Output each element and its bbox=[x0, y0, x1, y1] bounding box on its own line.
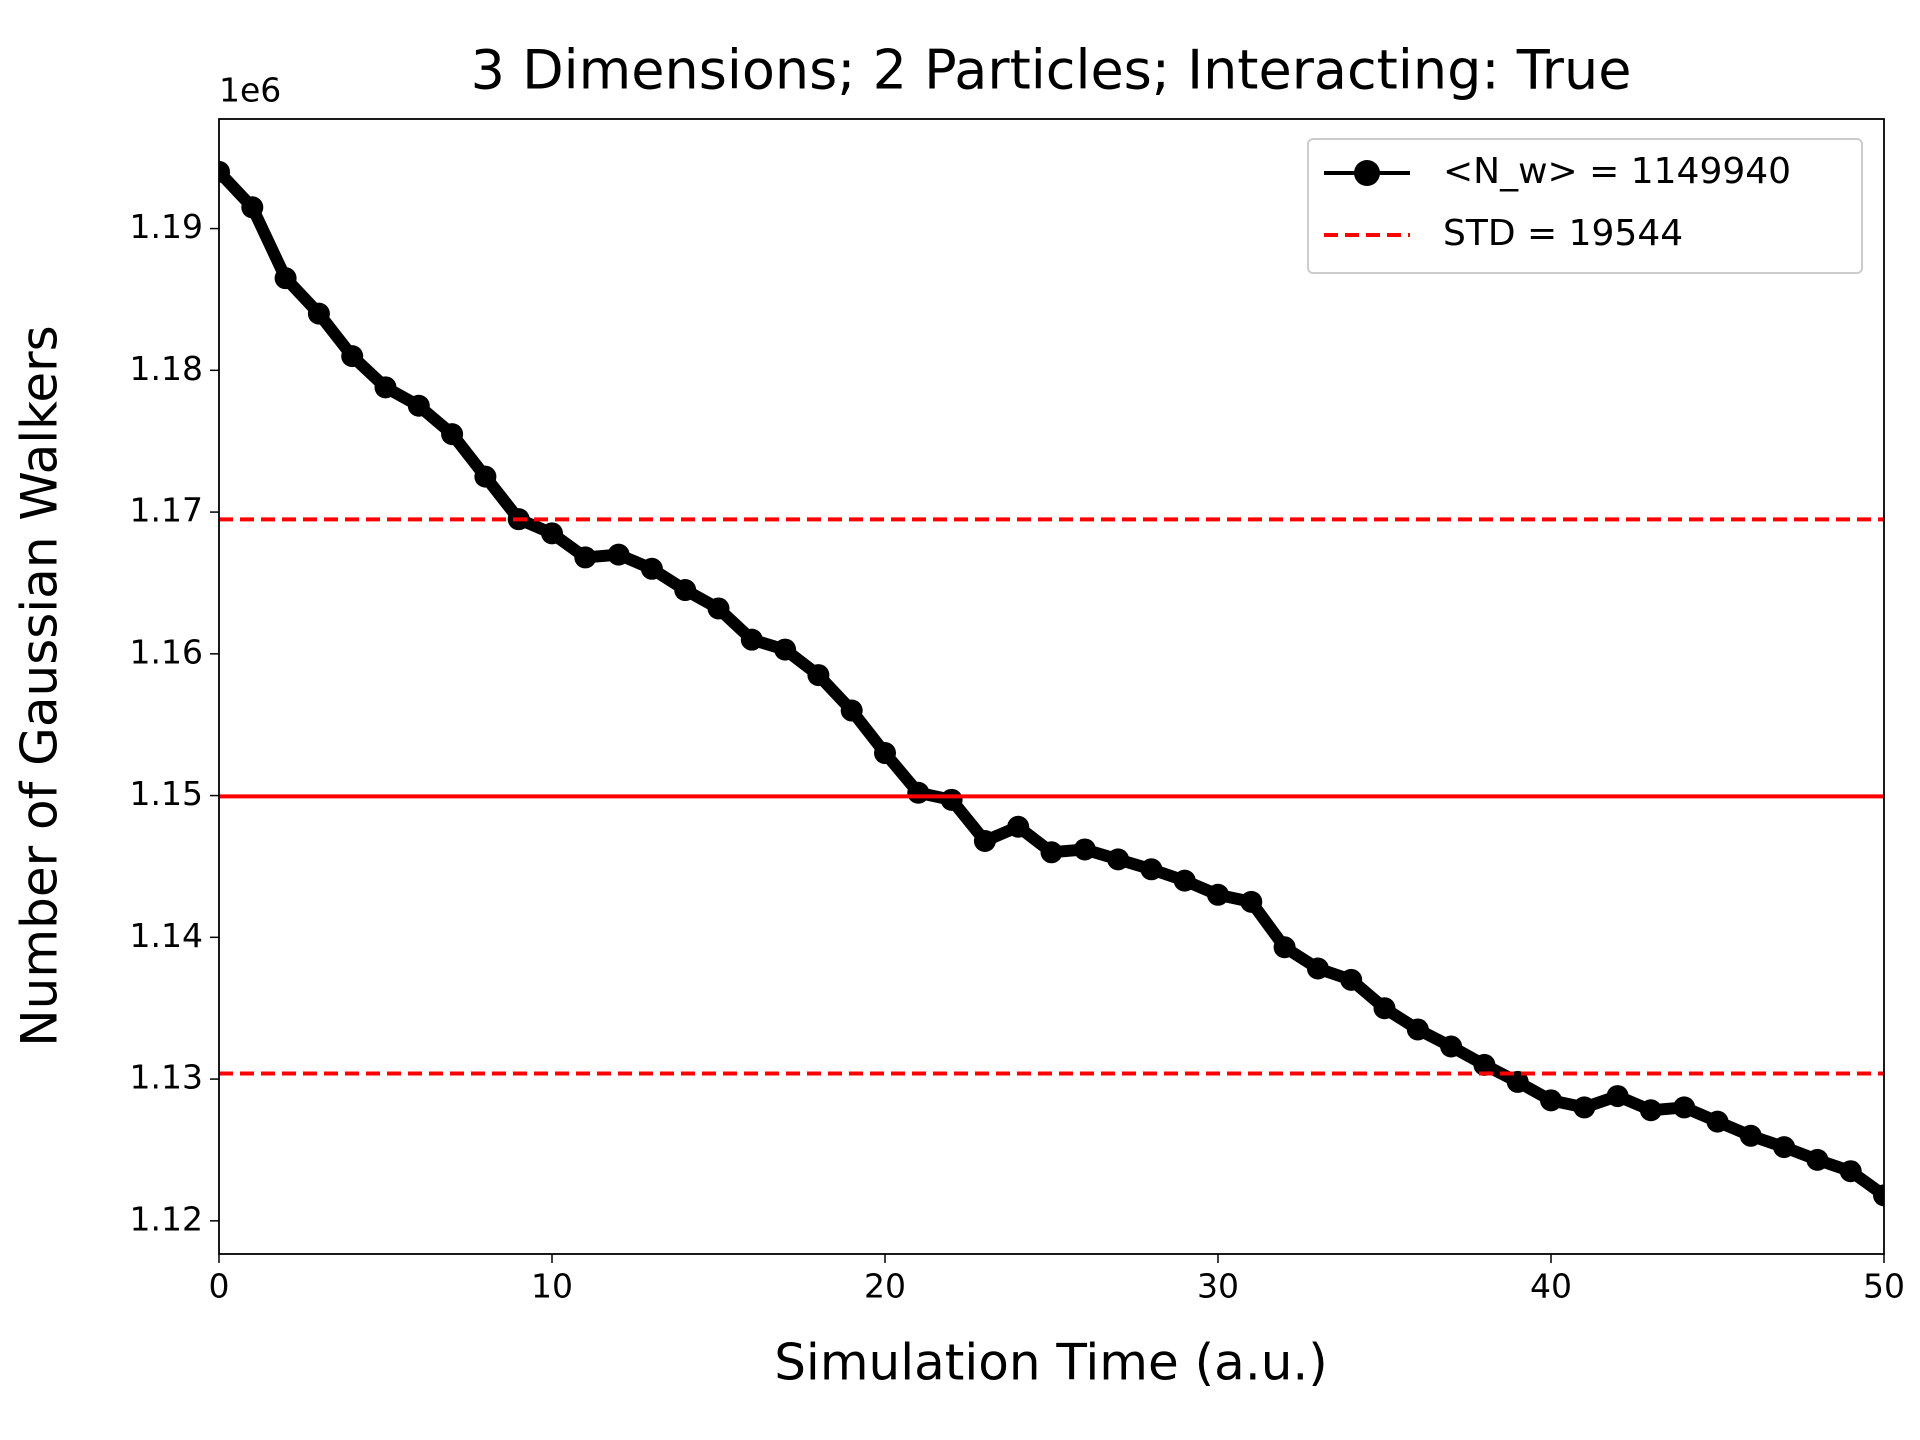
data-point bbox=[274, 267, 297, 290]
legend: <N_w> = 1149940 STD = 19544 bbox=[1307, 138, 1863, 274]
data-point bbox=[1739, 1124, 1762, 1147]
x-axis-label: Simulation Time (a.u.) bbox=[774, 1334, 1328, 1392]
data-point bbox=[1040, 841, 1063, 864]
data-point bbox=[940, 788, 963, 811]
data-point bbox=[1506, 1070, 1529, 1093]
data-point bbox=[640, 557, 663, 580]
data-point bbox=[474, 465, 497, 488]
data-point bbox=[374, 376, 397, 399]
data-point bbox=[541, 522, 563, 545]
legend-marker bbox=[1354, 160, 1380, 186]
data-point bbox=[1839, 1160, 1862, 1183]
data-point bbox=[1673, 1096, 1696, 1119]
data-point bbox=[1573, 1096, 1596, 1119]
data-point bbox=[441, 423, 464, 446]
data-point bbox=[219, 160, 230, 183]
y-offset-label: 1e6 bbox=[219, 71, 281, 110]
data-point bbox=[1340, 968, 1363, 991]
data-point bbox=[840, 699, 863, 722]
y-tick-label: 1.19 bbox=[130, 207, 203, 246]
y-tick-label: 1.14 bbox=[130, 916, 203, 955]
data-point bbox=[341, 345, 364, 368]
y-axis-label: Number of Gaussian Walkers bbox=[11, 325, 69, 1046]
data-point bbox=[1773, 1136, 1796, 1159]
data-point bbox=[1207, 883, 1229, 906]
data-point bbox=[1606, 1085, 1629, 1108]
x-tick-label: 40 bbox=[1530, 1267, 1572, 1306]
data-point bbox=[1639, 1099, 1662, 1122]
legend-label: <N_w> = 1149940 bbox=[1443, 151, 1791, 192]
legend-box bbox=[1307, 138, 1863, 274]
data-point bbox=[1107, 848, 1130, 871]
data-point bbox=[241, 196, 264, 219]
plot-area bbox=[219, 160, 1884, 1207]
data-point bbox=[1273, 936, 1296, 959]
x-tick-label: 50 bbox=[1863, 1267, 1905, 1306]
data-point bbox=[307, 302, 330, 325]
data-point bbox=[407, 394, 430, 417]
data-point bbox=[1406, 1018, 1429, 1041]
data-point bbox=[1306, 957, 1329, 980]
data-point bbox=[1073, 838, 1096, 861]
axes-frame bbox=[218, 118, 1885, 1255]
data-point bbox=[1806, 1148, 1829, 1171]
y-tick-label: 1.18 bbox=[130, 349, 203, 388]
y-tick-label: 1.13 bbox=[130, 1058, 203, 1097]
y-tick-label: 1.16 bbox=[130, 632, 203, 671]
data-point bbox=[1373, 997, 1396, 1020]
x-tick-label: 20 bbox=[864, 1267, 906, 1306]
data-point bbox=[774, 638, 797, 661]
x-tick-label: 30 bbox=[1197, 1267, 1239, 1306]
y-tick-label: 1.15 bbox=[130, 774, 203, 813]
data-point bbox=[574, 546, 597, 569]
data-point bbox=[1240, 890, 1263, 913]
x-tick-label: 0 bbox=[209, 1267, 230, 1306]
data-point bbox=[1706, 1110, 1729, 1133]
y-tick-label: 1.17 bbox=[130, 491, 203, 530]
data-line bbox=[219, 167, 1884, 1201]
data-point bbox=[674, 579, 697, 602]
data-point bbox=[1140, 858, 1163, 881]
data-point bbox=[740, 628, 763, 651]
chart-title: 3 Dimensions; 2 Particles; Interacting: … bbox=[471, 39, 1632, 102]
x-tick-label: 10 bbox=[531, 1267, 573, 1306]
data-point bbox=[907, 781, 930, 804]
y-tick-label: 1.12 bbox=[130, 1199, 203, 1238]
data-point bbox=[1007, 815, 1030, 838]
data-point bbox=[973, 829, 996, 852]
data-point bbox=[1440, 1035, 1463, 1058]
data-point bbox=[1173, 869, 1196, 892]
data-point bbox=[707, 597, 730, 620]
data-point bbox=[1473, 1053, 1496, 1076]
data-point bbox=[874, 742, 896, 765]
data-point bbox=[1873, 1184, 1884, 1207]
data-point bbox=[607, 543, 630, 566]
legend-label: STD = 19544 bbox=[1443, 213, 1683, 254]
data-point bbox=[807, 664, 830, 687]
data-point bbox=[1540, 1089, 1562, 1112]
